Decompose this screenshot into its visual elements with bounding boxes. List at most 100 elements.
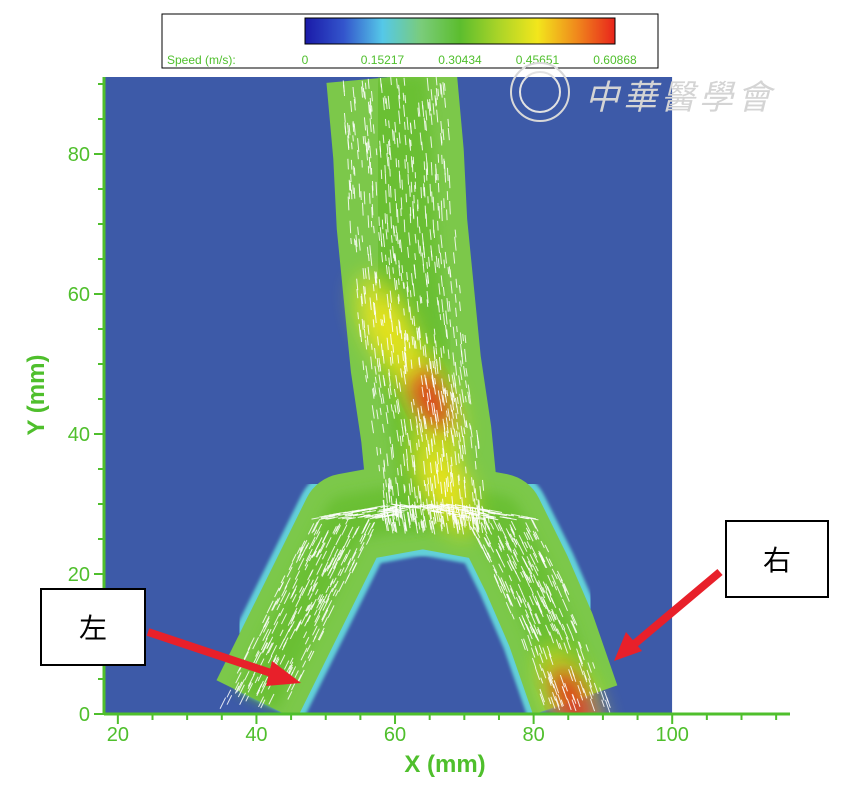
velocity-vector xyxy=(266,636,274,649)
velocity-vector xyxy=(303,631,308,639)
velocity-vector xyxy=(367,78,370,89)
velocity-vector xyxy=(321,550,328,560)
velocity-vector xyxy=(329,580,334,588)
velocity-vector xyxy=(419,423,423,437)
velocity-vector xyxy=(532,574,540,588)
velocity-vector xyxy=(362,519,370,533)
velocity-vector xyxy=(425,332,428,344)
velocity-vector xyxy=(480,514,495,518)
velocity-vector xyxy=(438,283,441,295)
velocity-vector xyxy=(524,609,530,618)
velocity-vector xyxy=(317,594,321,601)
velocity-vector xyxy=(427,483,430,497)
velocity-vector xyxy=(394,404,397,413)
velocity-vector xyxy=(279,629,284,637)
velocity-vector xyxy=(441,208,443,222)
velocity-vector xyxy=(335,534,342,546)
velocity-vector xyxy=(504,581,511,593)
velocity-vector xyxy=(482,479,485,491)
velocity-vector xyxy=(387,483,390,490)
velocity-vector xyxy=(382,423,385,433)
velocity-vector xyxy=(419,503,430,507)
velocity-vector xyxy=(534,667,541,680)
velocity-vector xyxy=(458,521,461,530)
velocity-vector xyxy=(421,252,425,266)
velocity-vector xyxy=(389,505,398,508)
velocity-vector xyxy=(452,514,465,519)
velocity-vector xyxy=(343,535,350,549)
velocity-vector xyxy=(304,564,309,571)
velocity-vector xyxy=(463,365,466,377)
velocity-vector xyxy=(432,196,435,211)
velocity-vector xyxy=(452,326,455,339)
velocity-vector xyxy=(521,638,526,650)
velocity-vector xyxy=(375,148,378,156)
velocity-vector xyxy=(477,441,480,449)
speed-hotspot xyxy=(410,367,449,431)
velocity-vector xyxy=(425,447,429,459)
velocity-vector xyxy=(580,694,584,701)
velocity-vector xyxy=(474,460,477,470)
velocity-vector xyxy=(390,524,394,534)
velocity-vector xyxy=(425,110,428,121)
velocity-vector xyxy=(391,350,394,364)
velocity-vector xyxy=(546,613,551,623)
velocity-vector xyxy=(396,482,400,497)
velocity-vector xyxy=(307,650,313,659)
velocity-vector xyxy=(262,621,270,633)
velocity-vector xyxy=(372,387,376,397)
velocity-vector xyxy=(426,77,429,91)
velocity-vector xyxy=(283,592,291,605)
velocity-vector xyxy=(507,593,514,607)
velocity-vector xyxy=(484,514,495,518)
velocity-vector xyxy=(306,604,311,612)
velocity-vector xyxy=(343,555,348,563)
velocity-vector xyxy=(440,234,443,248)
velocity-vector xyxy=(389,518,392,526)
velocity-vector xyxy=(449,269,452,278)
velocity-vector xyxy=(445,310,448,325)
velocity-vector xyxy=(374,347,377,359)
velocity-vector xyxy=(510,588,516,600)
velocity-vector xyxy=(531,657,537,668)
velocity-vector xyxy=(247,682,252,689)
velocity-vector xyxy=(403,77,406,86)
velocity-vector xyxy=(459,393,463,408)
velocity-vector xyxy=(363,518,370,530)
velocity-vector xyxy=(420,405,423,414)
velocity-vector xyxy=(389,249,393,264)
velocity-vector xyxy=(390,235,393,243)
colorbar-label: Speed (m/s): xyxy=(167,53,236,67)
velocity-vector xyxy=(564,590,570,602)
velocity-vector xyxy=(321,609,329,622)
velocity-vector xyxy=(512,551,519,563)
velocity-vector xyxy=(395,400,400,415)
velocity-vector xyxy=(322,617,328,627)
velocity-vector xyxy=(469,423,471,430)
velocity-vector xyxy=(361,235,364,243)
velocity-vector xyxy=(506,553,512,563)
velocity-vector xyxy=(412,508,416,520)
velocity-vector xyxy=(445,453,448,461)
velocity-vector xyxy=(555,698,561,711)
velocity-vector xyxy=(424,483,427,492)
velocity-vector xyxy=(436,297,439,306)
velocity-vector xyxy=(548,614,553,621)
velocity-vector xyxy=(440,84,443,98)
velocity-vector xyxy=(551,622,556,632)
velocity-vector xyxy=(447,127,450,141)
velocity-vector xyxy=(445,417,449,427)
velocity-vector xyxy=(364,91,366,100)
velocity-vector xyxy=(505,542,510,551)
velocity-vector xyxy=(430,250,433,261)
velocity-vector xyxy=(476,519,480,530)
velocity-vector xyxy=(390,333,393,346)
velocity-vector xyxy=(445,522,449,534)
velocity-vector xyxy=(308,536,316,550)
velocity-vector xyxy=(345,517,355,520)
velocity-vector xyxy=(396,137,399,148)
velocity-vector xyxy=(389,147,392,160)
velocity-vector xyxy=(460,360,462,367)
velocity-vector xyxy=(420,419,424,433)
velocity-vector xyxy=(432,516,436,525)
